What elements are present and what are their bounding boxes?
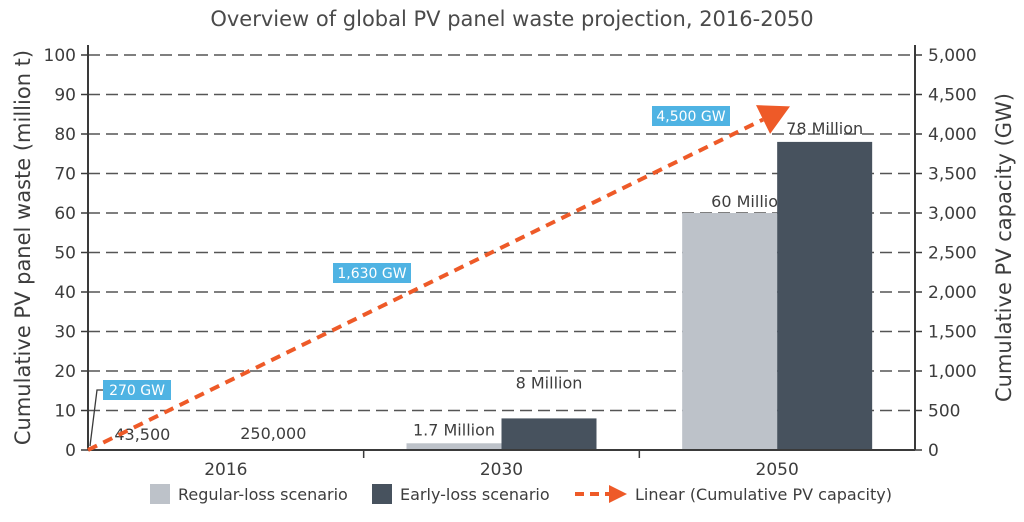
chart-title: Overview of global PV panel waste projec…	[210, 7, 813, 31]
y2-axis-tick-label: 0	[928, 441, 939, 461]
y2-axis-tick-label: 4,000	[928, 125, 977, 145]
callout-label: 4,500 GW	[656, 109, 725, 125]
y-axis-tick-label: 50	[54, 244, 76, 264]
y-axis-tick-label: 70	[54, 165, 76, 185]
x-axis-tick-label: 2016	[204, 460, 247, 480]
bar-regular-loss-2050	[682, 213, 778, 450]
y2-axis-tick-label: 500	[928, 402, 960, 422]
callout-leader	[89, 389, 103, 447]
y-axis-tick-label: 100	[44, 46, 76, 66]
callout-box	[333, 263, 411, 283]
y-axis-tick-label: 30	[54, 323, 76, 343]
y-axis-tick-label: 90	[54, 86, 76, 106]
trend-arrowhead	[756, 105, 790, 134]
bar-data-label: 60 Million	[711, 192, 788, 211]
legend-label: Early-loss scenario	[400, 485, 550, 504]
y2-axis-tick-label: 3,000	[928, 204, 977, 224]
y2-axis-tick-label: 1,000	[928, 362, 977, 382]
x-axis-tick-label: 2050	[756, 460, 799, 480]
y-axis-tick-label: 80	[54, 125, 76, 145]
legend-label: Regular-loss scenario	[178, 485, 348, 504]
bar-early-loss-2050	[777, 141, 873, 450]
callout-box	[103, 380, 171, 400]
y-axis-tick-label: 10	[54, 402, 76, 422]
y2-axis-title: Cumulative PV capacity (GW)	[992, 93, 1016, 402]
legend-arrow-head	[609, 485, 627, 503]
y-axis-tick-label: 0	[65, 441, 76, 461]
bar-data-label: 78 Million	[786, 119, 863, 138]
x-axis-tick-label: 2030	[480, 460, 523, 480]
bar-regular-loss-2030	[406, 443, 502, 450]
y2-axis-tick-label: 2,500	[928, 244, 977, 264]
callout-label: 1,630 GW	[337, 266, 406, 282]
y2-axis-tick-label: 3,500	[928, 165, 977, 185]
legend-swatch	[150, 484, 170, 504]
callout-box	[652, 106, 730, 126]
y2-axis-tick-label: 1,500	[928, 323, 977, 343]
y-axis-tick-label: 40	[54, 283, 76, 303]
legend-swatch	[372, 484, 392, 504]
bar-data-label: 8 Million	[516, 373, 583, 392]
bar-early-loss-2030	[501, 418, 597, 450]
y2-axis-tick-label: 2,000	[928, 283, 977, 303]
y-axis-tick-label: 60	[54, 204, 76, 224]
bar-data-label: 1.7 Million	[413, 420, 495, 439]
y2-axis-tick-label: 4,500	[928, 86, 977, 106]
y-axis-tick-label: 20	[54, 362, 76, 382]
y2-axis-tick-label: 5,000	[928, 46, 977, 66]
trend-line	[87, 117, 764, 452]
y-axis-title: Cumulative PV panel waste (million t)	[11, 50, 35, 445]
bar-data-label: 43,500	[114, 425, 170, 444]
callout-label: 270 GW	[109, 383, 165, 399]
legend-label: Linear (Cumulative PV capacity)	[635, 485, 892, 504]
bar-data-label: 250,000	[240, 424, 306, 443]
